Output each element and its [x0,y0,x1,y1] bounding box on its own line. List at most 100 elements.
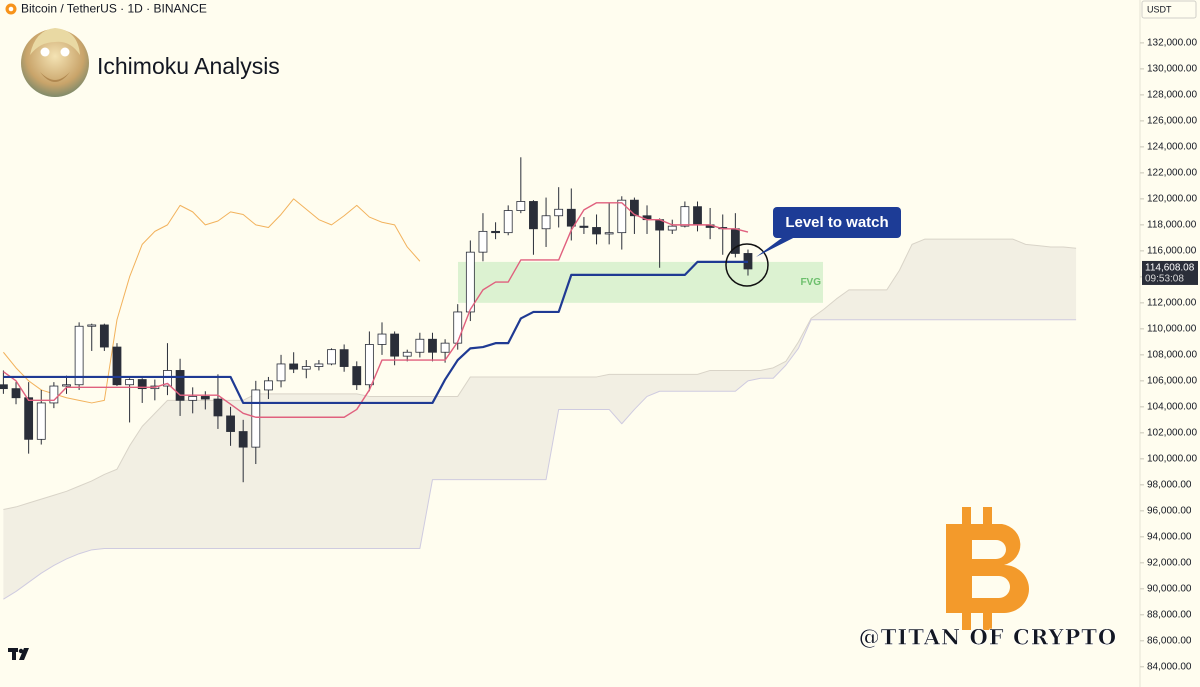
candle-body [87,324,97,327]
candle-body [99,324,109,348]
y-tick-label: 126,000.00 [1147,116,1197,127]
y-tick-label: 130,000.00 [1147,64,1197,75]
candle-body [49,385,59,404]
candle-body [74,325,84,386]
candle-body [478,230,488,253]
tv-logo [8,648,29,660]
y-tick-label: 120,000.00 [1147,194,1197,205]
y-tick-label: 100,000.00 [1147,453,1197,464]
y-tick-label: 104,000.00 [1147,401,1197,412]
candle-body [238,431,248,448]
candle-body [226,415,235,432]
bitcoin-logo [946,507,1029,630]
y-tick-label: 112,000.00 [1147,297,1197,308]
candle-body [364,344,374,386]
watermark: @TITAN OF CRYPTO [859,625,1117,650]
candle-body [566,208,576,227]
candle-body [11,388,21,399]
price-axis-panel [1140,0,1200,687]
candle-body [137,379,147,390]
candle-body [0,384,8,390]
candle-body [314,363,324,367]
candle-body [529,201,538,230]
y-tick-label: 128,000.00 [1147,90,1197,101]
plot-area: 4710131619222528Jul4710131619222528Aug47… [0,157,1077,600]
candle-body [276,363,286,382]
candle-body [175,370,185,401]
candle-body [36,402,46,440]
candle-body [541,215,551,230]
y-tick-label: 108,000.00 [1147,349,1197,360]
candle-body [617,199,627,234]
fvg-label: FVG [800,277,821,288]
currency: USDT [1147,4,1172,14]
countdown: 09:53:08 [1145,274,1184,285]
candle-body [415,338,425,353]
y-tick-label: 98,000.00 [1147,479,1192,490]
y-tick-label: 110,000.00 [1147,323,1197,334]
candle-body [327,349,336,365]
avatar [21,28,89,97]
cloud-fill [3,239,1077,600]
y-tick-label: 116,000.00 [1147,246,1197,257]
candle-body [24,397,34,440]
y-tick-label: 96,000.00 [1147,505,1192,516]
candle-body [352,366,362,386]
candle-body [264,380,273,391]
span-b-line [3,319,1077,600]
candle-body [453,311,463,344]
candle-body [428,338,437,353]
heading: Ichimoku Analysis [97,53,280,79]
symbol-title: Bitcoin / TetherUS · 1D · BINANCE [21,2,207,16]
y-tick-label: 90,000.00 [1147,583,1192,594]
candle-body [592,227,601,235]
candle-body [163,370,172,387]
y-tick-label: 122,000.00 [1147,168,1197,179]
candle-body [604,232,614,235]
candle-body [503,210,513,234]
y-tick-label: 92,000.00 [1147,557,1192,568]
y-tick-label: 86,000.00 [1147,635,1192,646]
base-line [3,260,748,405]
symbol-icon-dot [8,6,14,12]
candle-body [465,251,475,313]
candle-body [402,351,412,357]
y-tick-label: 102,000.00 [1147,427,1197,438]
candle-body [516,201,526,211]
candle-body [251,389,261,448]
candle-body [339,349,349,367]
candle-body [301,366,311,370]
last-price-label: 114,608.08 [1145,263,1195,274]
callout-box [773,207,901,238]
candle-body [125,379,134,386]
y-tick-label: 124,000.00 [1147,142,1197,153]
y-tick-label: 118,000.00 [1147,220,1197,231]
y-tick-label: 132,000.00 [1147,38,1197,49]
candle-body [377,333,387,345]
callout-text: Level to watch [785,214,888,231]
candle-body [62,384,71,387]
last-price-box [1142,260,1198,285]
y-axis: 84,000.00 86,000.00 88,000.00 90,000.00 92,0… [1140,38,1198,672]
candle-body [390,333,400,357]
conversion-line [2,202,749,418]
candle-body [680,206,690,227]
candle-body [554,208,564,217]
candle-body [667,225,677,231]
fvg-zone [458,261,823,303]
lagging-line [3,198,421,404]
y-tick-label: 84,000.00 [1147,661,1192,672]
candle-body [440,342,450,353]
candle-body [200,396,210,400]
y-tick-label: 106,000.00 [1147,375,1197,386]
candle-body [289,363,299,370]
candle-body [112,346,122,386]
candle-body [630,199,639,217]
y-tick-label: 88,000.00 [1147,609,1192,620]
y-tick-label: 94,000.00 [1147,531,1192,542]
overlay: Level to watch [725,207,901,287]
candle-body [491,230,500,234]
candle-body [188,396,198,401]
